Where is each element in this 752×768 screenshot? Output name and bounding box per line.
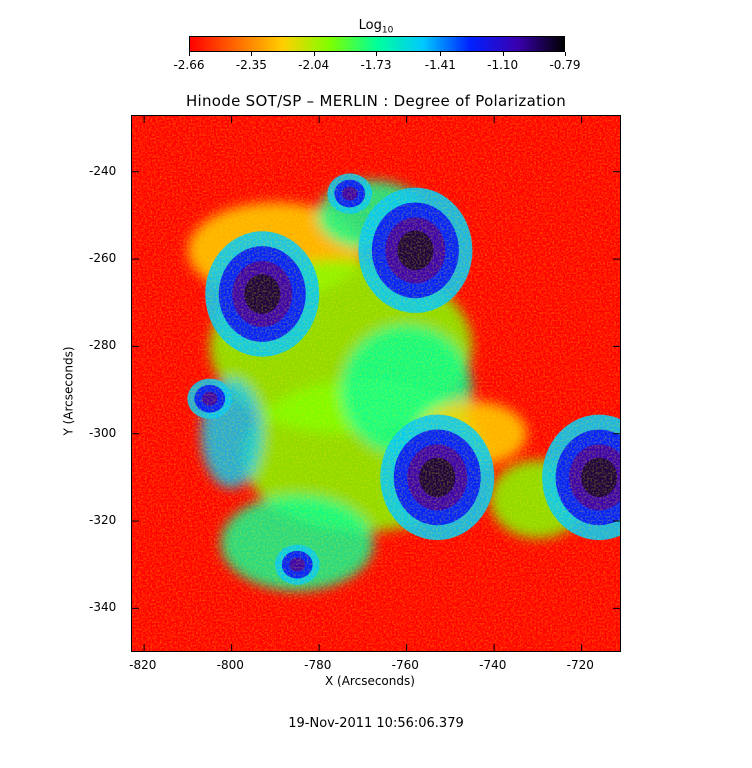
colorbar-tick-label: -2.66 [173,58,205,72]
speckle-texture [131,115,621,652]
y-tick-label: -240 [89,163,117,178]
plot-title: Hinode SOT/SP – MERLIN : Degree of Polar… [185,92,567,110]
colorbar-tick [440,52,442,56]
y-tick-label: -320 [89,513,117,528]
colorbar-tick-label: -1.73 [360,58,392,72]
y-axis-label: Y (Arcseconds) [61,346,76,436]
colorbar-tick-label: -1.41 [424,58,456,72]
colorbar-tick-label: -1.10 [487,58,519,72]
colorbar [189,36,565,52]
colorbar-tick [502,52,504,56]
x-tick-label: -740 [479,658,507,672]
colorbar-tick [375,52,377,56]
x-axis-label: X (Arcseconds) [325,674,415,688]
x-tick-label: -760 [391,658,419,672]
colorbar-tick [251,52,253,56]
colorbar-tick [565,52,566,56]
y-tick-label: -260 [89,251,117,266]
colorbar-tick-label: -2.04 [298,58,330,72]
plot-frame [131,115,621,652]
x-tick-label: -800 [216,658,244,672]
colorbar-title: Log10 [358,18,394,36]
colorbar-tick [189,52,190,56]
timestamp: 19-Nov-2011 10:56:06.379 [288,716,464,731]
colorbar-tick [313,52,315,56]
colorbar-tick-label: -2.35 [235,58,267,72]
y-tick-label: -280 [89,338,117,353]
y-tick-label: -340 [89,600,117,615]
x-tick-label: -780 [304,658,332,672]
colorbar-tick-label: -0.79 [549,58,581,72]
x-tick-label: -720 [566,658,594,672]
y-tick-label: -300 [89,425,117,440]
x-tick-label: -820 [129,658,157,672]
